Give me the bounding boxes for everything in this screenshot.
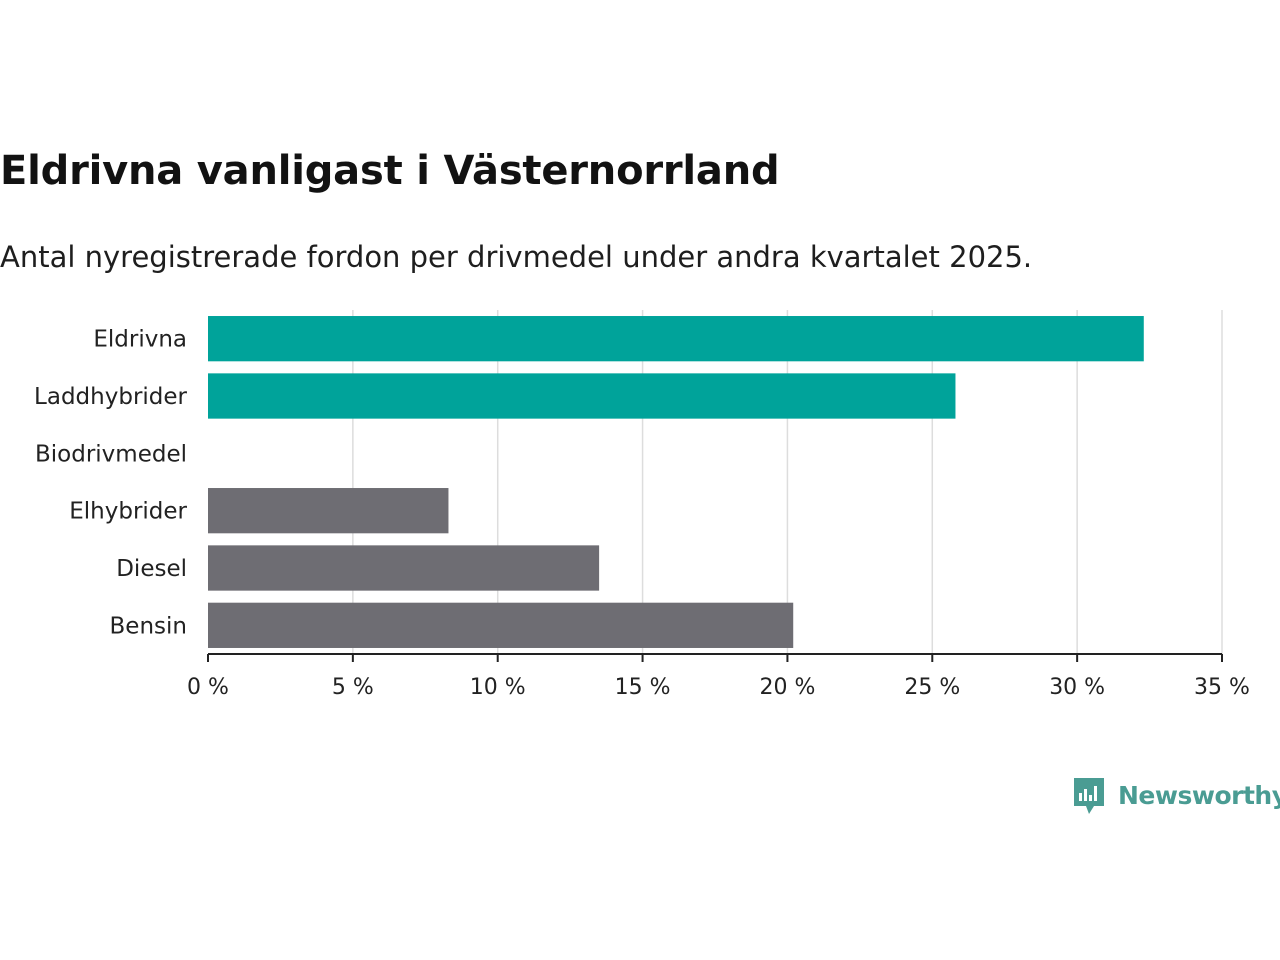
x-tick-label: 0 % <box>187 675 229 700</box>
category-label: Biodrivmedel <box>35 441 187 467</box>
bar <box>208 316 1144 362</box>
x-tick-label: 20 % <box>759 675 815 700</box>
bar-chart: 0 % 5 % 10 % 15 % 20 % 25 % 30 % 35 % Eldrivna L… <box>34 310 1250 700</box>
category-label: Laddhybrider <box>34 384 187 410</box>
x-tick-label: 10 % <box>470 675 526 700</box>
brand-name: Newsworthy <box>1118 780 1280 810</box>
x-tick-label: 30 % <box>1049 675 1105 700</box>
x-tick-label: 5 % <box>332 675 374 700</box>
newsworthy-logo-icon <box>1074 778 1104 814</box>
category-label: Elhybrider <box>69 499 187 525</box>
gridlines <box>352 310 1223 654</box>
bar <box>208 373 956 419</box>
category-label: Eldrivna <box>93 327 187 353</box>
bars <box>208 316 1144 648</box>
category-labels: Eldrivna Laddhybrider Biodrivmedel Elhybrid… <box>34 327 187 640</box>
category-label: Diesel <box>116 556 187 582</box>
x-axis: 0 % 5 % 10 % 15 % 20 % 25 % 30 % 35 % <box>187 653 1250 700</box>
chart-title: Eldrivna vanligast i Västernorrland <box>0 148 780 194</box>
bar <box>208 488 449 534</box>
x-tick-label: 15 % <box>615 675 671 700</box>
newsworthy-brand: Newsworthy <box>1072 774 1280 816</box>
bar <box>208 602 794 648</box>
x-tick-label: 35 % <box>1194 675 1250 700</box>
chart-subtitle: Antal nyregistrerade fordon per drivmede… <box>0 240 1033 274</box>
bar <box>208 545 600 591</box>
category-label: Bensin <box>110 613 187 639</box>
x-tick-label: 25 % <box>904 675 960 700</box>
